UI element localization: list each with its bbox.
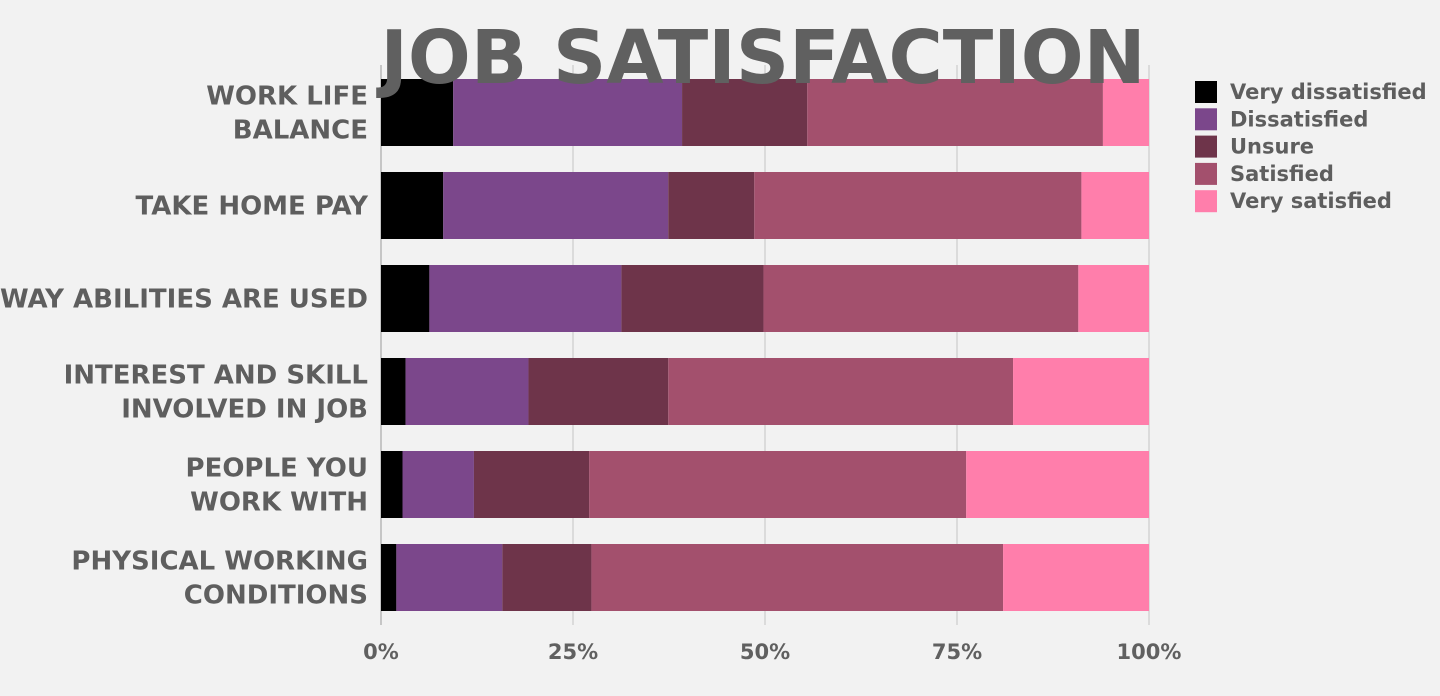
chart-title: JOB SATISFACTION	[375, 15, 1145, 101]
category-label: CONDITIONS	[184, 581, 368, 611]
bar-segment	[473, 451, 590, 518]
x-tick-label: 25%	[548, 640, 598, 664]
legend: Very dissatisfied Dissatisfied Unsure Satis…	[1195, 80, 1427, 213]
category-label: WAY ABILITIES ARE USED	[0, 285, 368, 315]
legend-swatch	[1195, 81, 1217, 103]
category-label: WORK WITH	[190, 488, 368, 518]
bar-segment	[1081, 172, 1149, 239]
bar-segment	[453, 79, 683, 146]
x-tick-label: 0%	[363, 640, 399, 664]
category-label: TAKE HOME PAY	[136, 192, 370, 222]
category-label: BALANCE	[233, 116, 368, 146]
legend-label: Unsure	[1230, 135, 1314, 159]
legend-label: Dissatisfied	[1230, 107, 1368, 131]
bar-segment	[807, 79, 1103, 146]
bar-segment	[381, 544, 397, 611]
bar-segment	[528, 358, 669, 425]
legend-label: Very dissatisfied	[1230, 80, 1427, 104]
bar-segment	[668, 358, 1014, 425]
x-tick-label: 50%	[740, 640, 790, 664]
bar-segment	[589, 451, 967, 518]
bar-segment	[396, 544, 503, 611]
x-tick-label: 100%	[1117, 640, 1182, 664]
bar-segment	[405, 358, 529, 425]
bar-segment	[1078, 265, 1149, 332]
legend-swatch	[1195, 108, 1217, 131]
x-tick-label: 75%	[932, 640, 982, 664]
bar-group	[381, 79, 1149, 611]
bar-segment	[966, 451, 1149, 518]
bar-segment	[1102, 79, 1149, 146]
legend-label: Satisfied	[1230, 162, 1334, 186]
category-label: INTEREST AND SKILL	[64, 361, 368, 391]
category-label: WORK LIFE	[206, 82, 368, 112]
category-label: INVOLVED IN JOB	[121, 395, 368, 425]
legend-swatch	[1195, 135, 1217, 158]
grid-lines	[380, 65, 1150, 625]
bar-segment	[381, 79, 454, 146]
bar-segment	[621, 265, 764, 332]
category-label: PHYSICAL WORKING	[71, 547, 368, 577]
bar-segment	[381, 265, 430, 332]
bar-segment	[754, 172, 1082, 239]
bar-segment	[668, 172, 755, 239]
bar-segment	[402, 451, 474, 518]
legend-swatch	[1195, 162, 1217, 185]
category-labels: WORK LIFE BALANCE TAKE HOME PAY WAY ABILITI…	[0, 82, 369, 611]
bar-segment	[381, 451, 403, 518]
bar-segment	[502, 544, 592, 611]
bar-segment	[1003, 544, 1149, 611]
bar-segment	[381, 172, 444, 239]
bar-segment	[763, 265, 1079, 332]
bar-segment	[381, 358, 406, 425]
bar-segment	[1013, 358, 1149, 425]
bar-segment	[443, 172, 669, 239]
bar-segment	[682, 79, 808, 146]
bar-segment	[591, 544, 1004, 611]
category-label: PEOPLE YOU	[186, 454, 368, 484]
legend-swatch	[1195, 190, 1217, 213]
legend-label: Very satisfied	[1230, 189, 1392, 213]
bar-segment	[429, 265, 622, 332]
x-axis-ticks: 0% 25% 50% 75% 100%	[363, 640, 1181, 664]
